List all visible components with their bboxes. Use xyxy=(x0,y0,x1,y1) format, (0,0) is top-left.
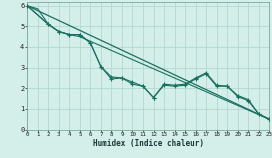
X-axis label: Humidex (Indice chaleur): Humidex (Indice chaleur) xyxy=(93,139,204,148)
